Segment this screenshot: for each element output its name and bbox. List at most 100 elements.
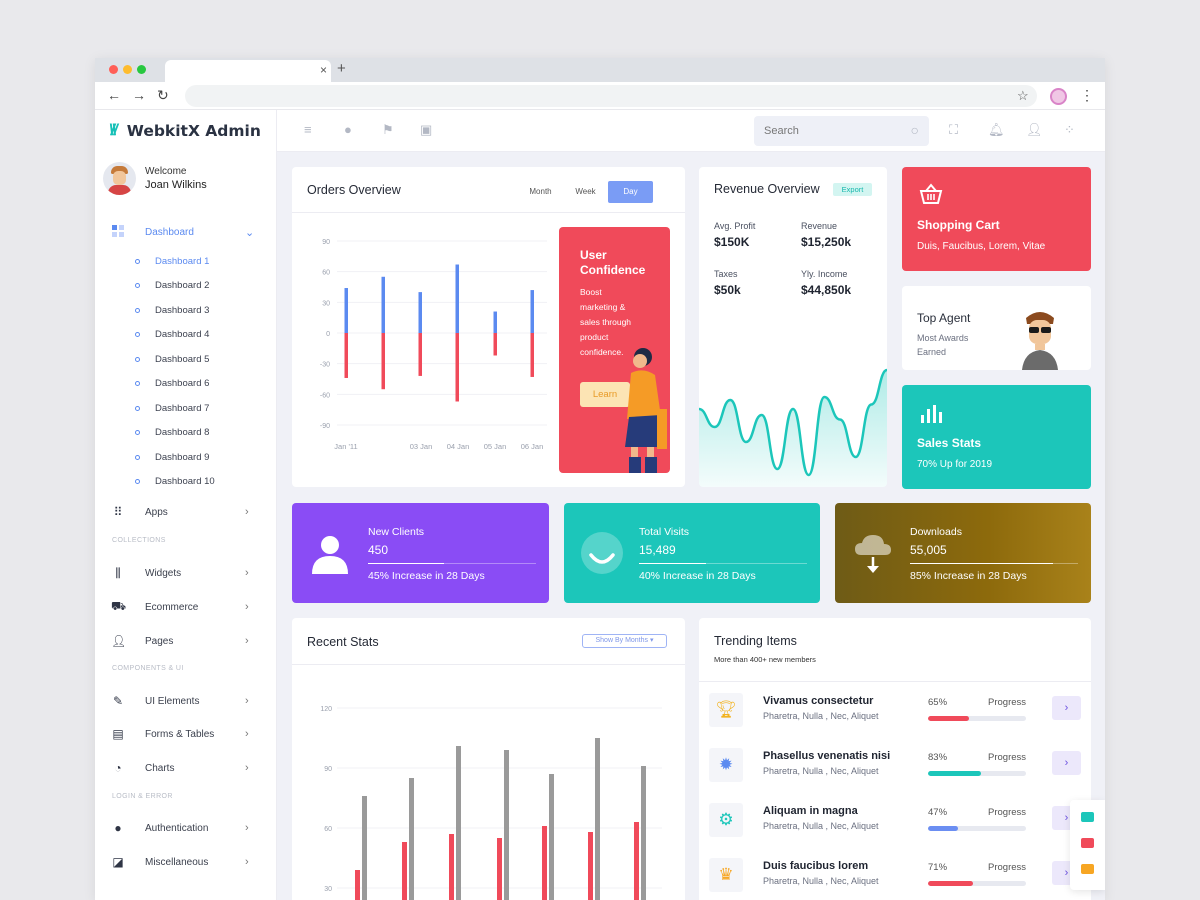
search-input[interactable] [764, 116, 894, 146]
section-label-collections: COLLECTIONS [112, 537, 166, 544]
welcome-text: Welcome [145, 166, 187, 177]
sidebar-sub-dashboard-10[interactable]: Dashboard 10 [135, 474, 215, 490]
sidebar-item-pages[interactable]: 👤︎ Pages › [111, 631, 249, 651]
search-icon[interactable]: ○ [910, 122, 919, 138]
logo[interactable]: \/\/ WebkitX Admin [109, 122, 261, 140]
top-agent-card[interactable]: Top Agent Most Awards Earned [902, 286, 1091, 370]
new-tab-icon[interactable]: + [337, 60, 346, 77]
sidebar-sub-dashboard-6[interactable]: Dashboard 6 [135, 376, 209, 392]
chat-icon: ◪ [112, 855, 124, 869]
profile-avatar-icon[interactable] [1050, 88, 1067, 105]
person-icon: 👤︎ [111, 634, 127, 648]
chat-icon[interactable] [1081, 864, 1094, 874]
browser-menu-icon[interactable]: ⋮ [1080, 87, 1094, 103]
minimize-window-dot[interactable] [123, 65, 132, 74]
bar-negative [344, 333, 348, 378]
sidebar-item-widgets[interactable]: ⫼ Widgets › [111, 563, 248, 583]
image-icon[interactable] [1081, 838, 1094, 848]
sidebar-item-miscellaneous[interactable]: ◪ Miscellaneous › [111, 852, 248, 872]
stat-value: 55,005 [910, 543, 947, 557]
new-clients-card[interactable]: New Clients 450 45% Increase in 28 Days [292, 503, 549, 603]
edit-icon: ✎ [112, 694, 124, 708]
sidebar-sub-dashboard-7[interactable]: Dashboard 7 [135, 400, 209, 416]
close-tab-icon[interactable]: × [319, 63, 327, 77]
sidebar-item-label: Widgets [145, 567, 182, 579]
sales-stats-card[interactable]: Sales Stats 70% Up for 2019 [902, 385, 1091, 489]
recent-stats-card: Recent Stats Show By Months ▾ 120 90 60 30 [292, 618, 685, 900]
main-content: ≡ ● ⚑ ▣ ○ ⛶ 🔔︎ 👤︎ ⁘ Orders Overview Mont… [277, 110, 1105, 900]
chat-bubble-icon[interactable]: ● [344, 122, 352, 137]
tab-month[interactable]: Month [529, 187, 552, 196]
sidebar-sub-label: Dashboard 1 [155, 255, 210, 267]
export-button[interactable]: Export [833, 183, 872, 196]
progress-track [368, 563, 536, 564]
sidebar-item-apps[interactable]: ⠿ Apps › [111, 502, 249, 522]
menu-toggle-icon[interactable]: ≡ [304, 122, 312, 137]
books-icon: ⫼ [115, 565, 121, 580]
taxes-value: $50k [714, 283, 741, 297]
trending-row: 🏆︎ Vivamus consectetur Pharetra, Nulla , N… [709, 693, 1089, 733]
user-profile[interactable]: Welcome Joan Wilkins [103, 162, 207, 195]
recent-stats-chart: 120 90 60 30 [320, 706, 662, 900]
y-tick-label: 90 [322, 239, 330, 246]
x-tick-label: 04 Jan [447, 442, 470, 451]
tab-day[interactable]: Day [608, 181, 653, 203]
y-tick-label: 0 [326, 331, 330, 338]
sidebar-sub-label: Dashboard 2 [155, 280, 210, 291]
close-window-dot[interactable] [109, 65, 118, 74]
sidebar-sub-label: Dashboard 5 [155, 353, 210, 365]
topbar: ≡ ● ⚑ ▣ ○ ⛶ 🔔︎ 👤︎ ⁘ [277, 110, 1105, 152]
bar-negative [455, 333, 459, 402]
bookmark-star-icon[interactable]: ☆ [1017, 88, 1029, 103]
sidebar-item-forms-tables[interactable]: ▤ Forms & Tables › [111, 724, 248, 744]
x-tick-label: 03 Jan [410, 442, 433, 451]
sidebar-item-ecommerce[interactable]: ⛟ Ecommerce › [111, 597, 249, 617]
url-bar[interactable] [185, 85, 1037, 107]
sidebar-item-dashboard[interactable]: Dashboard ⌄ [111, 222, 254, 242]
sidebar-item-charts[interactable]: ◔ Charts › [111, 758, 248, 778]
sidebar-item-label: Miscellaneous [145, 856, 209, 868]
money-icon[interactable] [1081, 812, 1094, 822]
sidebar-sub-dashboard-9[interactable]: Dashboard 9 [135, 449, 209, 465]
y-tick-label: 120 [320, 706, 332, 713]
bell-icon[interactable]: 🔔︎ [988, 122, 1005, 137]
downloads-card[interactable]: Downloads 55,005 85% Increase in 28 Days [835, 503, 1091, 603]
settings-dots-icon[interactable]: ⁘ [1064, 122, 1075, 137]
sidebar-item-label: Charts [145, 762, 175, 774]
open-item-button[interactable]: › [1052, 751, 1081, 775]
bar-gray [362, 796, 367, 900]
avg-profit-label: Avg. Profit [714, 221, 756, 231]
total-visits-card[interactable]: Total Visits 15,489 40% Increase in 28 D… [564, 503, 820, 603]
sidebar-sub-dashboard-2[interactable]: Dashboard 2 [135, 278, 209, 294]
learn-button[interactable]: Learn [580, 382, 630, 407]
taxes-label: Taxes [714, 269, 738, 279]
forward-icon[interactable]: → [132, 87, 146, 103]
yly-income-label: Yly. Income [801, 269, 848, 279]
tab-week[interactable]: Week [575, 187, 596, 196]
browser-tab[interactable]: × [165, 60, 331, 82]
browser-tabbar: × + [95, 58, 1105, 82]
sidebar-item-ui-elements[interactable]: ✎ UI Elements › [111, 691, 249, 711]
yly-income-value: $44,850k [801, 283, 852, 297]
sidebar-sub-dashboard-5[interactable]: Dashboard 5 [135, 351, 209, 367]
clipboard-icon[interactable]: ▣ [420, 122, 433, 137]
reload-icon[interactable]: ↻ [157, 87, 169, 103]
maximize-window-dot[interactable] [137, 65, 146, 74]
sidebar-sub-dashboard-4[interactable]: Dashboard 4 [135, 327, 209, 343]
top-agent-sub: Most Awards Earned [917, 333, 969, 357]
bullet-ring-icon [135, 258, 140, 264]
sidebar-item-authentication[interactable]: ● Authentication › [111, 818, 248, 838]
sidebar-sub-dashboard-3[interactable]: Dashboard 3 [135, 302, 209, 318]
back-icon[interactable]: ← [107, 87, 121, 103]
user-icon[interactable]: 👤︎ [1026, 122, 1043, 137]
open-item-button[interactable]: › [1052, 696, 1081, 720]
sidebar-sub-dashboard-1[interactable]: Dashboard 1 [135, 253, 209, 269]
shopping-cart-card[interactable]: Shopping Cart Duis, Faucibus, Lorem, Vit… [902, 167, 1091, 271]
stat-label: Total Visits [639, 526, 689, 538]
fullscreen-icon[interactable]: ⛶ [949, 122, 959, 137]
sidebar-sub-dashboard-8[interactable]: Dashboard 8 [135, 425, 209, 441]
sidebar-sub-label: Dashboard 6 [155, 378, 210, 389]
flag-icon[interactable]: ⚑ [382, 122, 394, 137]
show-by-months-dropdown[interactable]: Show By Months ▾ [582, 634, 667, 648]
progress-label: Progress [988, 807, 1027, 818]
